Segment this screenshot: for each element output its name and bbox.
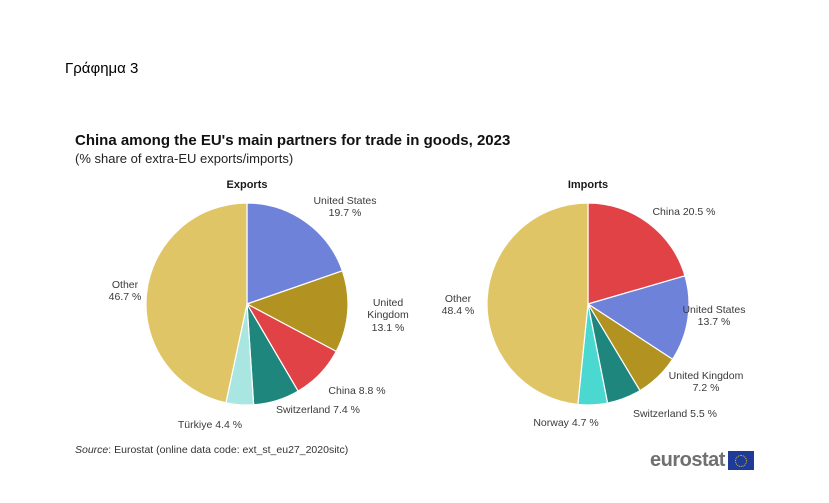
- pie-slice-united-states: [587, 275, 690, 360]
- imports-pie-title: Imports: [567, 179, 609, 191]
- pie-label-exports-other: Other 46.7 %: [108, 279, 142, 304]
- pie-label-imports-united-kingdom: United Kingdom 7.2 %: [668, 370, 744, 395]
- pie-label-imports-china: China 20.5 %: [652, 206, 716, 218]
- pie-label-imports-other: Other 48.4 %: [441, 293, 475, 318]
- eurostat-logo-text: eurostat: [650, 449, 725, 471]
- eurostat-logo: eurostat: [650, 449, 754, 472]
- pie-slice-china: [587, 202, 686, 305]
- pie-label-imports-norway: Norway 4.7 %: [533, 417, 599, 429]
- eu-stars-icon: [734, 454, 747, 467]
- pie-slice-united-kingdom: [246, 270, 349, 352]
- pie-label-exports-china: China 8.8 %: [328, 385, 386, 397]
- exports-pie-title: Exports: [226, 179, 268, 191]
- pie-label-exports-united-kingdom: United Kingdom 13.1 %: [367, 297, 409, 334]
- imports-pie-chart: [486, 202, 690, 406]
- figure-subtitle: (% share of extra-EU exports/imports): [75, 151, 294, 166]
- pie-slice-other: [486, 202, 589, 406]
- source-label: Source: [75, 444, 109, 456]
- pie-slice-other: [145, 202, 248, 404]
- exports-pie-chart: [145, 202, 349, 406]
- pie-label-imports-united-states: United States 13.7 %: [682, 304, 746, 329]
- pie-label-exports-united-states: United States 19.7 %: [313, 195, 377, 220]
- figure-title: China among the EU's main partners for t…: [75, 132, 511, 149]
- source-text: : Eurostat (online data code: ext_st_eu2…: [108, 444, 349, 456]
- source-note: Source: Eurostat (online data code: ext_…: [75, 444, 348, 456]
- eu-flag-icon: [727, 451, 754, 470]
- document-heading: Γράφημα 3: [65, 60, 139, 77]
- pie-label-exports-switzerland: Switzerland 7.4 %: [275, 404, 361, 416]
- pie-label-imports-switzerland: Switzerland 5.5 %: [632, 408, 718, 420]
- pie-label-exports-turkiye: Türkiye 4.4 %: [177, 419, 243, 431]
